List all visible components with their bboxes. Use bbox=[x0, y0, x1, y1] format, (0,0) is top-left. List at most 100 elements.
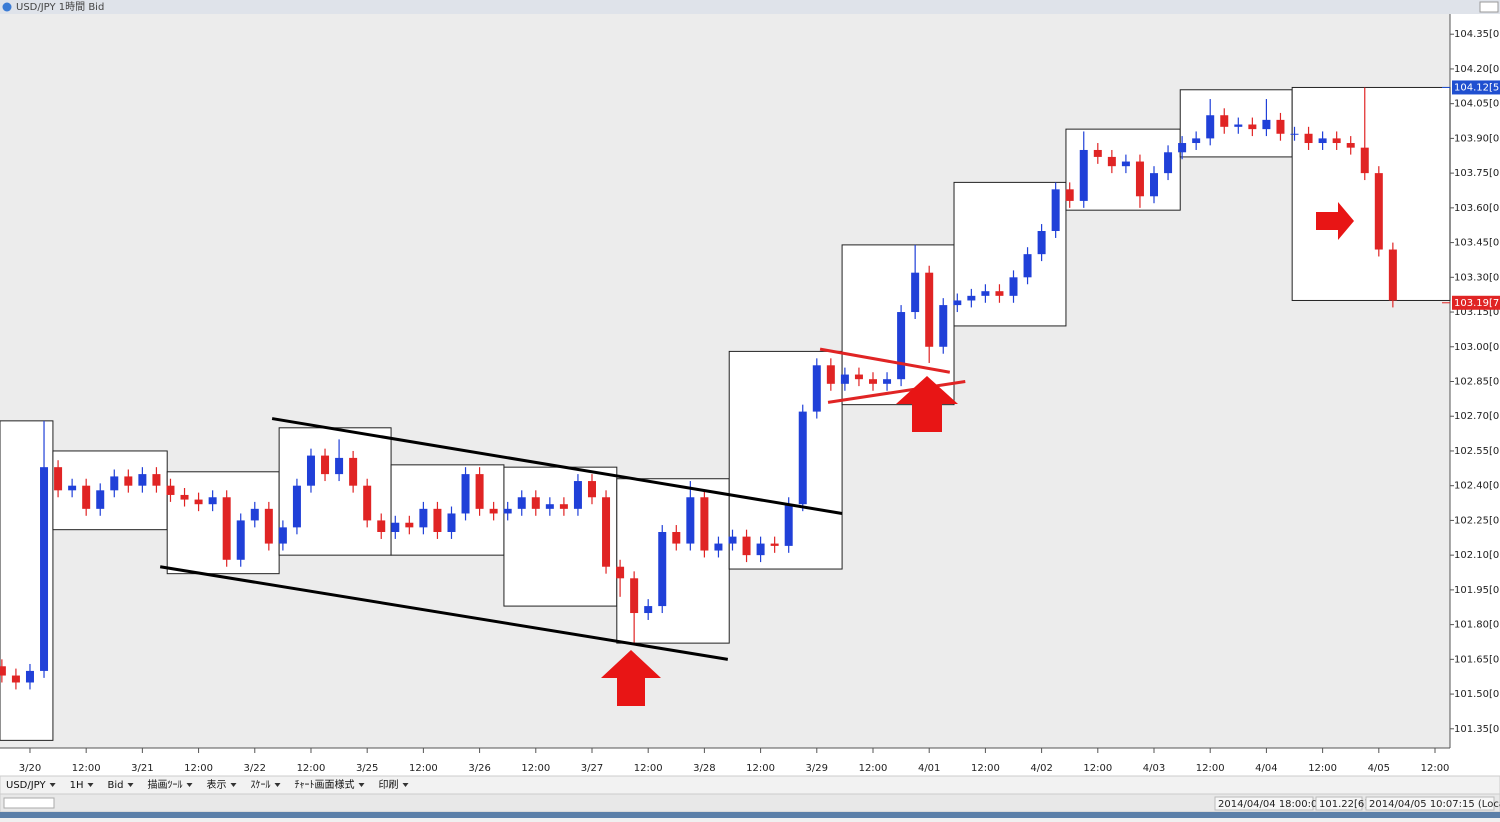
x-tick-label: 3/27 bbox=[581, 763, 603, 774]
toolbar-item[interactable]: ﾁｬｰﾄ画面様式 bbox=[295, 778, 355, 791]
candle-body bbox=[1346, 143, 1355, 148]
candle-body bbox=[152, 474, 161, 486]
candle-body bbox=[868, 379, 877, 384]
toolbar-item[interactable]: 描画ﾂｰﾙ bbox=[148, 778, 183, 791]
candle-body bbox=[658, 531, 667, 607]
status-text: 2014/04/04 18:00:00 bbox=[1218, 799, 1324, 810]
candle-body bbox=[1037, 231, 1046, 255]
status-text: 101.22[6] bbox=[1319, 799, 1368, 810]
x-tick-label: 12:00 bbox=[1308, 763, 1337, 774]
candle-body bbox=[1051, 189, 1060, 232]
candle-body bbox=[644, 606, 653, 614]
price-tag-label: 103.19[7 bbox=[1454, 298, 1499, 309]
y-tick-label: 102.55[0] bbox=[1454, 446, 1500, 457]
candle-body bbox=[489, 508, 498, 514]
toolbar-item[interactable]: 表示 bbox=[207, 778, 227, 791]
trend-line bbox=[271, 417, 843, 515]
candle-body bbox=[335, 457, 344, 475]
trend-line bbox=[819, 347, 951, 374]
candle-body bbox=[559, 504, 568, 509]
app-icon bbox=[2, 2, 12, 12]
toolbar-item[interactable]: USD/JPY bbox=[6, 780, 46, 791]
candle-body bbox=[461, 474, 470, 514]
candle-body bbox=[292, 485, 301, 528]
candle-body bbox=[967, 295, 976, 301]
candle-body bbox=[1079, 149, 1088, 201]
candle-body bbox=[278, 527, 287, 544]
annotation-arrows bbox=[601, 202, 1354, 706]
candle-body bbox=[728, 536, 737, 544]
candle-body bbox=[1178, 143, 1187, 153]
candle-body bbox=[826, 365, 835, 384]
candle-body bbox=[391, 522, 400, 532]
range-box bbox=[390, 464, 505, 556]
y-tick-label: 104.35[0] bbox=[1454, 29, 1500, 40]
candle-body bbox=[925, 272, 934, 347]
candle-body bbox=[1023, 254, 1032, 278]
y-tick-label: 103.15[0] bbox=[1454, 307, 1500, 318]
candle-body bbox=[250, 508, 259, 521]
toolbar-item[interactable]: ｽｹｰﾙ bbox=[251, 779, 271, 791]
candle-body bbox=[812, 365, 821, 412]
range-box bbox=[503, 466, 618, 607]
x-tick-label: 12:00 bbox=[409, 763, 438, 774]
candle-body bbox=[222, 497, 231, 560]
dropdown-arrow bbox=[402, 783, 409, 787]
dropdown-arrow bbox=[274, 783, 281, 787]
candle-body bbox=[784, 504, 793, 546]
candle-body bbox=[306, 455, 315, 486]
scrollbar[interactable] bbox=[3, 797, 55, 809]
dropdown-arrow bbox=[358, 783, 365, 787]
candle-body bbox=[1374, 173, 1383, 250]
candle-body bbox=[1107, 156, 1116, 167]
candle-body bbox=[96, 490, 105, 509]
y-tick-label: 101.50[0] bbox=[1454, 689, 1500, 700]
candle-body bbox=[686, 497, 695, 544]
y-tick-label: 103.00[0] bbox=[1454, 342, 1500, 353]
candle-body bbox=[756, 543, 765, 556]
candle-body bbox=[363, 485, 372, 521]
toolbar-item[interactable]: 印刷 bbox=[379, 779, 399, 791]
x-tick-label: 4/03 bbox=[1143, 763, 1165, 774]
candle-body bbox=[939, 305, 948, 347]
candle-body bbox=[897, 312, 906, 380]
candle-body bbox=[1304, 133, 1313, 144]
y-tick-label: 103.45[0] bbox=[1454, 238, 1500, 249]
candle-body bbox=[1192, 138, 1201, 144]
y-tick-label: 102.10[0] bbox=[1454, 550, 1500, 561]
window-title: USD/JPY 1時間 Bid bbox=[16, 1, 104, 13]
candle-body bbox=[630, 578, 639, 614]
price-axis bbox=[1450, 14, 1500, 748]
price-tag-label: 104.12[5 bbox=[1454, 82, 1499, 93]
candle-body bbox=[433, 508, 442, 532]
arrow-up bbox=[601, 650, 661, 706]
candle-body bbox=[616, 566, 625, 579]
range-box bbox=[953, 181, 1067, 327]
candle-body bbox=[11, 675, 20, 683]
y-tick-label: 101.80[0] bbox=[1454, 620, 1500, 631]
candle-body bbox=[138, 474, 147, 486]
x-tick-label: 3/20 bbox=[19, 763, 41, 774]
scroll-button[interactable] bbox=[1479, 1, 1499, 13]
dropdown-arrow bbox=[87, 783, 94, 787]
y-tick-label: 103.60[0] bbox=[1454, 203, 1500, 214]
candle-body bbox=[475, 474, 484, 509]
arrow-up bbox=[896, 376, 958, 432]
x-tick-label: 12:00 bbox=[1196, 763, 1225, 774]
x-tick-label: 3/21 bbox=[131, 763, 153, 774]
candle-body bbox=[377, 520, 386, 532]
dropdown-arrow bbox=[49, 783, 56, 787]
candle-body bbox=[68, 485, 77, 491]
toolbar-item[interactable]: 1H bbox=[70, 780, 84, 791]
dropdown-arrow bbox=[186, 783, 193, 787]
toolbar-item[interactable]: Bid bbox=[108, 780, 124, 791]
y-tick-label: 101.65[0] bbox=[1454, 654, 1500, 665]
candle-body bbox=[1206, 115, 1215, 139]
x-tick-label: 12:00 bbox=[1421, 763, 1450, 774]
candle-body bbox=[517, 497, 526, 509]
candle-body bbox=[587, 481, 596, 498]
candle-body bbox=[447, 513, 456, 532]
trend-line bbox=[827, 380, 966, 404]
x-tick-label: 4/05 bbox=[1368, 763, 1390, 774]
